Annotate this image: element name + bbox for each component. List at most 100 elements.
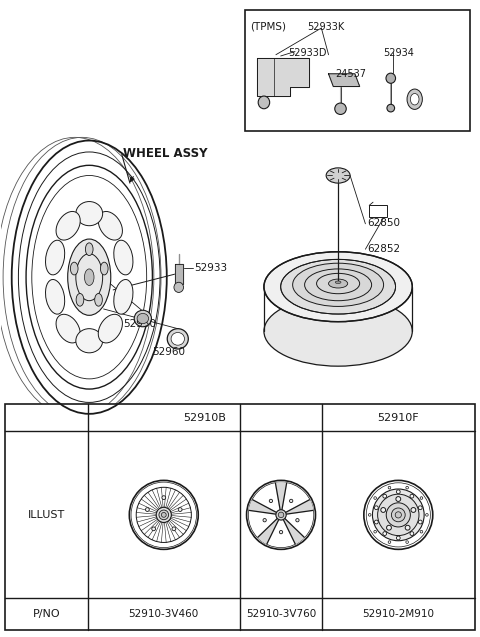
Ellipse shape xyxy=(378,494,419,536)
Polygon shape xyxy=(249,510,277,537)
Text: 52960: 52960 xyxy=(152,347,185,357)
Ellipse shape xyxy=(145,508,149,512)
Ellipse shape xyxy=(396,490,400,494)
Ellipse shape xyxy=(264,296,412,366)
Ellipse shape xyxy=(293,263,384,306)
Ellipse shape xyxy=(98,314,122,343)
Ellipse shape xyxy=(56,211,80,240)
Ellipse shape xyxy=(387,104,395,112)
Polygon shape xyxy=(253,483,280,512)
Ellipse shape xyxy=(114,280,133,314)
Ellipse shape xyxy=(134,310,152,327)
Ellipse shape xyxy=(85,243,93,255)
Ellipse shape xyxy=(71,262,78,275)
Ellipse shape xyxy=(410,94,419,105)
Ellipse shape xyxy=(410,532,414,536)
Text: 52933: 52933 xyxy=(194,262,228,273)
Text: 62852: 62852 xyxy=(367,243,400,254)
Ellipse shape xyxy=(374,531,376,533)
Ellipse shape xyxy=(46,280,65,314)
Ellipse shape xyxy=(156,507,171,522)
Ellipse shape xyxy=(263,519,266,522)
Ellipse shape xyxy=(84,269,94,285)
Ellipse shape xyxy=(411,508,416,512)
Ellipse shape xyxy=(114,240,133,275)
Ellipse shape xyxy=(152,527,156,531)
Ellipse shape xyxy=(406,541,408,543)
Polygon shape xyxy=(328,74,360,87)
Ellipse shape xyxy=(335,103,346,115)
Ellipse shape xyxy=(386,503,410,527)
Ellipse shape xyxy=(269,499,273,503)
Ellipse shape xyxy=(420,497,423,499)
Ellipse shape xyxy=(247,480,315,549)
Ellipse shape xyxy=(383,532,386,536)
Text: 52910B: 52910B xyxy=(183,413,226,423)
Ellipse shape xyxy=(364,480,433,549)
Ellipse shape xyxy=(405,526,410,530)
Ellipse shape xyxy=(406,486,408,489)
Ellipse shape xyxy=(76,201,103,225)
Text: 52910-3V760: 52910-3V760 xyxy=(246,609,316,619)
Text: 52910-2M910: 52910-2M910 xyxy=(362,609,434,619)
Ellipse shape xyxy=(174,282,183,292)
Polygon shape xyxy=(267,520,295,547)
Text: 52934: 52934 xyxy=(384,48,414,59)
Text: (TPMS): (TPMS) xyxy=(251,22,287,32)
Ellipse shape xyxy=(396,497,401,501)
Ellipse shape xyxy=(395,512,401,518)
Ellipse shape xyxy=(374,497,376,499)
Ellipse shape xyxy=(396,536,400,540)
Polygon shape xyxy=(249,500,276,514)
Text: WHEEL ASSY: WHEEL ASSY xyxy=(123,147,207,160)
Ellipse shape xyxy=(386,73,396,83)
Ellipse shape xyxy=(76,294,84,306)
Text: 52910-3V460: 52910-3V460 xyxy=(129,609,199,619)
Ellipse shape xyxy=(419,520,422,524)
Ellipse shape xyxy=(381,508,385,512)
Text: 52950: 52950 xyxy=(123,318,156,329)
Ellipse shape xyxy=(258,96,270,109)
Ellipse shape xyxy=(100,262,108,275)
Ellipse shape xyxy=(407,89,422,110)
Ellipse shape xyxy=(410,494,414,498)
Ellipse shape xyxy=(279,531,283,534)
Ellipse shape xyxy=(281,259,396,314)
Ellipse shape xyxy=(368,513,371,516)
Ellipse shape xyxy=(289,499,293,503)
Polygon shape xyxy=(282,483,309,512)
Ellipse shape xyxy=(161,512,166,517)
Ellipse shape xyxy=(386,526,391,530)
Ellipse shape xyxy=(178,508,182,512)
Text: 52933K: 52933K xyxy=(307,22,344,32)
Ellipse shape xyxy=(426,513,428,516)
Polygon shape xyxy=(258,519,278,544)
Ellipse shape xyxy=(420,531,423,533)
Polygon shape xyxy=(175,264,182,283)
Ellipse shape xyxy=(388,486,391,489)
Text: ILLUST: ILLUST xyxy=(28,510,65,520)
Ellipse shape xyxy=(95,294,102,306)
Ellipse shape xyxy=(388,541,391,543)
Ellipse shape xyxy=(419,506,422,510)
Ellipse shape xyxy=(171,333,184,345)
Ellipse shape xyxy=(167,329,188,349)
Ellipse shape xyxy=(129,480,198,549)
Bar xyxy=(245,10,470,131)
Polygon shape xyxy=(286,500,313,514)
Ellipse shape xyxy=(296,519,299,522)
Polygon shape xyxy=(284,519,304,544)
Ellipse shape xyxy=(276,510,286,520)
Bar xyxy=(5,404,475,630)
Ellipse shape xyxy=(98,211,122,240)
Text: 52910F: 52910F xyxy=(377,413,419,423)
Ellipse shape xyxy=(391,508,405,522)
Ellipse shape xyxy=(264,252,412,322)
Ellipse shape xyxy=(278,512,284,518)
Ellipse shape xyxy=(172,527,176,531)
Ellipse shape xyxy=(335,281,341,283)
Ellipse shape xyxy=(56,314,80,343)
Ellipse shape xyxy=(326,168,350,183)
Text: P/NO: P/NO xyxy=(33,609,60,619)
Ellipse shape xyxy=(374,520,378,524)
